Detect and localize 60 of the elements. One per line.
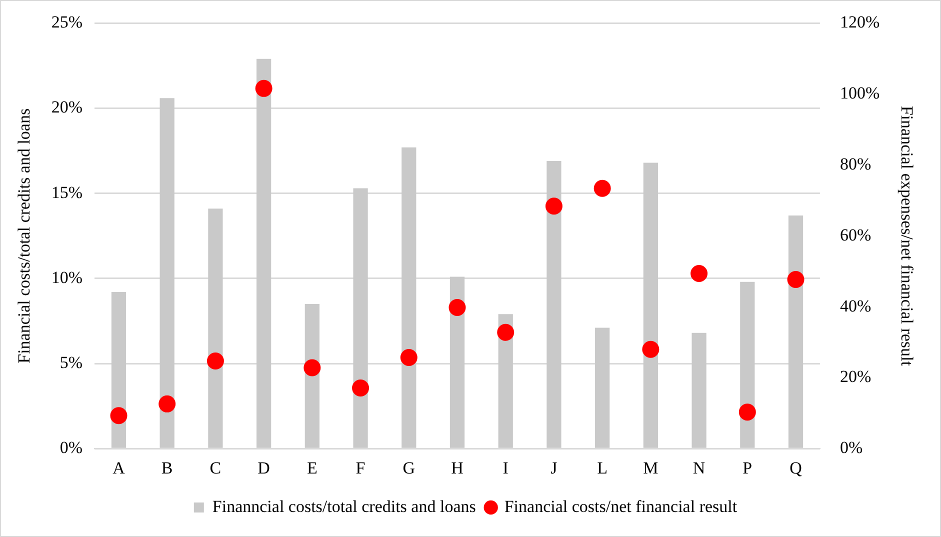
x-tick-label: J [550, 458, 558, 478]
bar [788, 215, 804, 448]
point [400, 348, 418, 366]
point [448, 299, 466, 316]
y2-tick-label: 40% [840, 296, 872, 316]
y2-tick-label: 100% [840, 84, 880, 103]
x-tick-label: E [306, 458, 318, 478]
y-tick-label: 25% [51, 12, 83, 32]
y2-axis-title: Financial expenses/net financial result [897, 106, 916, 366]
y2-tick-label: 80% [840, 154, 872, 174]
y-tick-label: 0% [60, 438, 83, 458]
x-tick-label: D [258, 458, 270, 478]
x-tick-label: B [161, 458, 173, 478]
point [594, 180, 611, 197]
y-tick-label: 15% [51, 182, 83, 202]
bar [450, 276, 465, 448]
point [110, 407, 128, 424]
x-tick-label: P [742, 458, 752, 478]
legend-label: Finanncial costs/total credits and loans [212, 496, 476, 516]
y2-tick-label: 60% [840, 225, 872, 244]
x-tick-label: H [451, 458, 464, 478]
point [255, 80, 272, 97]
y-tick-label: 20% [51, 98, 83, 117]
y2-tick-label: 20% [840, 367, 872, 386]
point [497, 324, 514, 341]
point [787, 271, 804, 288]
bar [643, 162, 658, 448]
x-tick-label: Q [790, 458, 802, 478]
x-tick-label: C [210, 458, 222, 478]
point [206, 352, 224, 370]
bar [353, 188, 368, 448]
x-tick-label: N [692, 458, 706, 478]
y-axis-title: Financial costs/total credits and loans [14, 108, 34, 364]
y-tick-label: 10% [51, 268, 83, 287]
x-tick-label: G [402, 458, 416, 478]
point [158, 395, 176, 412]
bar [692, 332, 706, 448]
x-tick-label: A [112, 458, 126, 478]
point [352, 379, 370, 396]
x-tick-label: M [643, 458, 658, 478]
point [545, 198, 562, 215]
y2-tick-label: 120% [840, 12, 880, 32]
y-tick-label: 5% [60, 352, 83, 372]
bar [740, 282, 755, 448]
point [738, 404, 756, 421]
point [690, 264, 708, 282]
bar [402, 147, 416, 448]
bar [546, 161, 562, 448]
bar [595, 328, 610, 448]
x-tick-label: L [597, 458, 608, 478]
y2-tick-label: 0% [840, 438, 863, 458]
legend-label: Financial costs/net financial result [504, 496, 738, 516]
bar [111, 292, 126, 448]
bar [208, 208, 223, 448]
x-tick-label: I [502, 458, 509, 478]
point [304, 359, 321, 376]
x-tick-label: F [356, 458, 366, 478]
bar [256, 58, 272, 448]
point [642, 340, 660, 358]
bar [160, 98, 174, 448]
